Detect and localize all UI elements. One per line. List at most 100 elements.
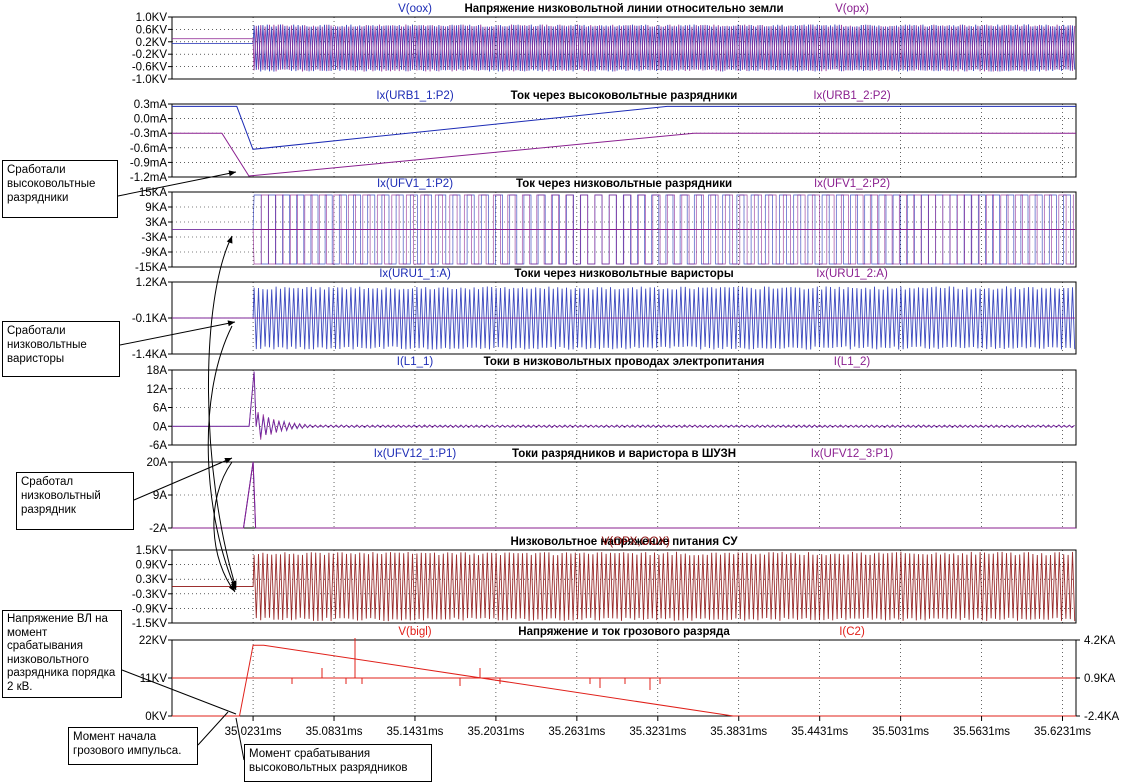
note-hv-trigger: Момент срабатывания высоковольтных разря… <box>244 744 432 782</box>
note-line: Сработали <box>7 164 66 176</box>
note-line: низковольтный <box>21 490 101 502</box>
plot-frame <box>171 16 1077 80</box>
series-line <box>172 132 1076 177</box>
note-line: разрядника порядка <box>7 667 116 679</box>
callout-line <box>121 669 237 715</box>
note-line: срабатывания <box>7 640 83 652</box>
chart-panel-7: 1.5KV 0.9KV 0.3KV -0.3KV -0.9KV -1.5KV Низково… <box>132 536 1077 630</box>
note-line: разрядник <box>21 504 76 516</box>
series-legend: V(OPX,OOX) <box>602 536 671 548</box>
series-legend: Ix(URB1_2:P2) <box>813 90 891 102</box>
y-tick-label: 22KV <box>139 635 167 647</box>
arrow-head <box>228 170 236 177</box>
note-line: низковольтного <box>7 653 89 666</box>
note-line: разрядники <box>7 192 69 204</box>
series-2 <box>172 461 1076 529</box>
y-tick-label: 0.2KV <box>136 37 168 49</box>
note-line: Сработали <box>7 325 66 337</box>
note-hv-arresters: Сработали высоковольтные разрядники <box>2 160 118 218</box>
series-legend: Ix(UFV12_1:P1) <box>374 448 457 460</box>
note-line: высоковольтных разрядников <box>249 762 408 774</box>
y-tick-label: 12A <box>147 384 168 396</box>
y2-tick-label: -2.4KA <box>1084 711 1119 723</box>
chart-panel-6: 20A 9A -2A Токи разрядников и варистора в Ш… <box>147 448 1077 535</box>
series-legend: Ix(UFV1_1:P2) <box>377 178 453 190</box>
y-tick-label: -0.9mA <box>130 157 167 169</box>
x-tick-label: 35.4431ms <box>791 726 848 738</box>
note-line: низковольтные <box>7 339 87 351</box>
series-legend: I(C2) <box>839 626 865 638</box>
y-tick-label: 6A <box>153 403 167 415</box>
y-tick-label: 3KA <box>145 217 167 229</box>
arrow-head <box>224 457 232 464</box>
series-line <box>172 194 1074 265</box>
note-line: Сработал <box>21 476 74 488</box>
y2-tick-label: 0.9KA <box>1084 673 1116 685</box>
y-tick-label: -3KA <box>141 232 167 244</box>
arrow-head <box>226 236 233 244</box>
series-line <box>172 644 1076 717</box>
note-line: варисторы <box>7 353 65 365</box>
y-tick-label: 20A <box>147 457 168 469</box>
note-line: Момент начала <box>73 731 157 743</box>
x-tick-label: 35.5031ms <box>872 726 929 738</box>
y-tick-label: -0.2KV <box>132 49 167 61</box>
y-tick-label: 0.3KV <box>136 574 168 586</box>
x-tick-label: 35.3231ms <box>629 726 686 738</box>
chart-panel-8: 22KV 11KV 0KV 4.2KA 0.9KA -2.4KA Напряжение и … <box>139 626 1120 723</box>
y2-tick-label: 4.2KA <box>1084 635 1116 647</box>
panel-title: Ток через низковольтные разрядники <box>516 178 732 190</box>
series-legend: V(opx) <box>835 3 869 15</box>
chart-panel-4: 1.2KA -0.1KA -1.4KA Токи через низковольтны… <box>132 268 1077 361</box>
y-tick-label: 1.5KV <box>136 545 168 557</box>
series-legend: Ix(UFV12_3:P1) <box>811 448 894 460</box>
y-tick-label: 0.6KV <box>136 24 168 36</box>
x-tick-label: 35.2631ms <box>548 726 605 738</box>
y-tick-label: 0.0mA <box>134 114 168 126</box>
y-tick-label: 1.2KA <box>136 277 168 289</box>
y-tick-label: -0.3mA <box>130 128 167 140</box>
series-2 <box>172 371 1075 440</box>
note-line: Напряжение ВЛ на <box>7 613 108 625</box>
y-tick-label: -0.3KV <box>132 589 167 601</box>
x-tick-label: 35.6231ms <box>1034 726 1091 738</box>
series-legend: Ix(URU1_1:A) <box>379 268 451 280</box>
y-tick-label: -1.4KA <box>132 349 167 361</box>
y-tick-label: -0.6KV <box>132 62 167 74</box>
y-tick-label: 18A <box>147 365 168 377</box>
series-legend: Ix(URU1_2:A) <box>816 268 888 280</box>
callout-curve <box>208 235 237 589</box>
y-tick-label: -1.0KV <box>132 74 167 86</box>
callout-line <box>133 457 233 501</box>
y-tick-label: -9KA <box>141 247 167 259</box>
callout-line <box>117 171 237 197</box>
series-legend: I(L1_2) <box>834 356 871 368</box>
x-tick-label: 35.5631ms <box>953 726 1010 738</box>
callout-curve <box>207 325 237 591</box>
y-tick-label: 0.9KV <box>136 560 168 572</box>
callout-line <box>119 321 236 346</box>
y-tick-label: 0A <box>153 421 167 433</box>
panel-title: Токи в низковольтных проводах электропит… <box>484 356 765 368</box>
series-2 <box>172 132 1076 177</box>
y-tick-label: 1.0KV <box>136 12 168 24</box>
callout-curve <box>213 461 236 593</box>
series-1 <box>172 644 1076 717</box>
series-legend: Ix(UFV1_2:P2) <box>814 178 890 190</box>
panel-title: Ток через высоковольтные разрядники <box>511 90 738 102</box>
note-lv-arrester: Сработал низковольтный разрядник <box>16 472 134 530</box>
series-legend: V(bigl) <box>398 626 431 638</box>
note-line: Момент срабатывания <box>249 748 371 760</box>
series-line <box>172 461 1076 529</box>
y-tick-label: -1.2mA <box>130 172 167 184</box>
x-tick-label: 35.0231ms <box>225 726 282 738</box>
series-line <box>172 551 1076 622</box>
series-legend: Ix(URB1_1:P2) <box>376 90 454 102</box>
note-vl-voltage: Напряжение ВЛ на момент срабатывания низ… <box>2 610 122 698</box>
note-line: высоковольтные <box>7 178 96 190</box>
panel-title: Токи разрядников и варистора в ШУЗН <box>512 448 736 460</box>
series-line <box>172 105 1076 150</box>
series-legend: I(L1_1) <box>397 356 434 368</box>
